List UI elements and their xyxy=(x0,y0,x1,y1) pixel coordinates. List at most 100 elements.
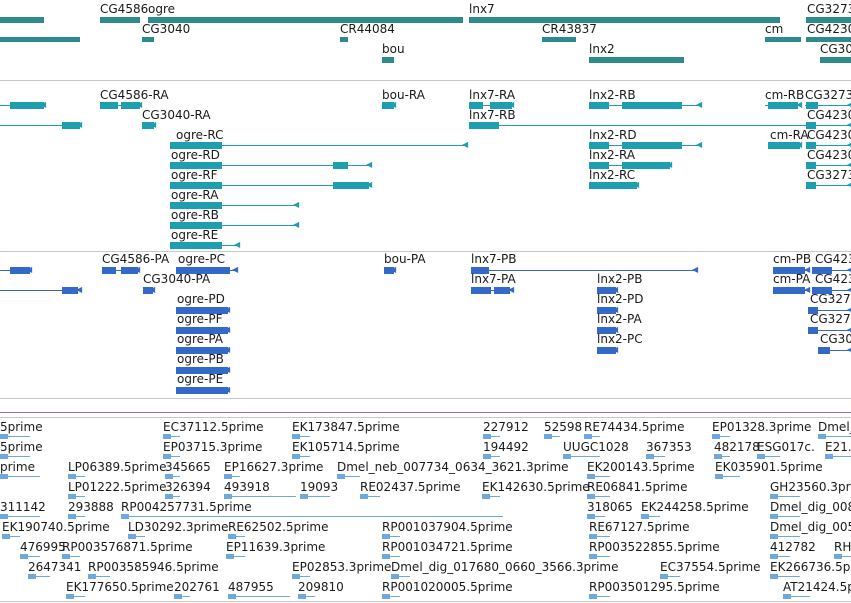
est-end[interactable] xyxy=(715,474,723,479)
protein-arrow[interactable]: ◀ xyxy=(149,285,156,294)
gene-feature[interactable] xyxy=(382,57,394,63)
protein-exon[interactable] xyxy=(62,287,78,294)
gene-label[interactable]: cm xyxy=(765,22,784,36)
est-end[interactable] xyxy=(825,454,833,459)
est-feature[interactable] xyxy=(589,536,610,537)
est-feature[interactable] xyxy=(825,456,851,457)
protein-label[interactable]: lnx2-PD xyxy=(597,292,644,306)
transcript-exon[interactable] xyxy=(622,102,682,109)
est-end[interactable] xyxy=(770,574,778,579)
est-feature[interactable] xyxy=(163,456,180,457)
est-end[interactable] xyxy=(584,434,592,439)
protein-exon[interactable] xyxy=(773,287,805,294)
est-feature[interactable] xyxy=(770,496,800,497)
transcript-label[interactable]: ogre-RF xyxy=(171,168,218,182)
est-label[interactable]: 476995 xyxy=(20,540,66,554)
est-end[interactable] xyxy=(770,514,778,519)
est-label[interactable]: EC37554.5prime xyxy=(660,560,761,574)
transcript-exon[interactable] xyxy=(622,142,682,149)
transcript-intron[interactable] xyxy=(170,205,297,206)
transcript-label[interactable]: lnx2-RB xyxy=(589,88,636,102)
transcript-arrow[interactable]: ◀ xyxy=(796,140,803,149)
est-label[interactable]: RE62502.5prime xyxy=(228,520,329,534)
transcript-intron[interactable] xyxy=(806,185,851,186)
protein-exon[interactable] xyxy=(384,267,394,274)
transcript-intron[interactable] xyxy=(100,105,140,106)
est-end[interactable] xyxy=(228,594,236,599)
transcript-exon[interactable] xyxy=(333,162,348,169)
est-feature[interactable] xyxy=(68,496,85,497)
protein-exon[interactable] xyxy=(597,307,616,314)
est-feature[interactable] xyxy=(226,556,245,557)
est-feature[interactable] xyxy=(292,436,310,437)
est-end[interactable] xyxy=(68,494,76,499)
protein-exon[interactable] xyxy=(812,267,832,274)
est-feature[interactable] xyxy=(0,476,40,477)
transcript-exon[interactable] xyxy=(170,142,222,149)
protein-label[interactable]: lnx2-PB xyxy=(597,272,643,286)
gene-label[interactable]: CG30 xyxy=(820,42,851,56)
est-end[interactable] xyxy=(224,494,232,499)
est-label[interactable]: EP02853.3prime xyxy=(292,560,392,574)
est-end[interactable] xyxy=(646,454,654,459)
est-feature[interactable] xyxy=(482,496,500,497)
est-end[interactable] xyxy=(818,434,826,439)
transcript-exon[interactable] xyxy=(806,142,816,149)
gene-label[interactable]: CR43837 xyxy=(542,22,597,36)
protein-exon[interactable] xyxy=(808,307,818,314)
est-label[interactable]: GH23560.3prime xyxy=(770,480,851,494)
est-feature[interactable] xyxy=(2,536,20,537)
est-label[interactable]: EK266736.5prime xyxy=(770,560,851,574)
est-end[interactable] xyxy=(66,594,74,599)
protein-label[interactable]: ogre-PF xyxy=(177,312,223,326)
est-label[interactable]: EK177650.5prime xyxy=(66,580,174,594)
transcript-label[interactable]: lnx2-RD xyxy=(589,128,637,142)
est-label[interactable]: prime xyxy=(0,460,35,474)
est-label[interactable]: E21. xyxy=(825,440,851,454)
est-end[interactable] xyxy=(337,474,345,479)
est-label[interactable]: EK200143.5prime xyxy=(587,460,695,474)
transcript-intron[interactable] xyxy=(806,145,851,146)
protein-arrow[interactable]: ◀ xyxy=(232,265,239,274)
est-end[interactable] xyxy=(28,574,36,579)
transcript-arrow[interactable]: ◀ xyxy=(696,100,703,109)
est-end[interactable] xyxy=(382,594,390,599)
transcript-exon[interactable] xyxy=(100,102,118,109)
est-feature[interactable] xyxy=(589,596,610,597)
protein-label[interactable]: cm-PB xyxy=(773,252,812,266)
est-label[interactable]: EK035901.5prime xyxy=(715,460,823,474)
est-feature[interactable] xyxy=(391,576,410,577)
protein-exon[interactable] xyxy=(471,267,489,274)
gene-feature[interactable] xyxy=(765,37,801,42)
transcript-label[interactable]: CG3273 xyxy=(805,88,851,102)
est-end[interactable] xyxy=(770,554,778,559)
est-end[interactable] xyxy=(68,514,76,519)
protein-label[interactable]: ogre-PE xyxy=(177,372,224,386)
gene-feature[interactable] xyxy=(806,17,851,23)
gene-feature[interactable] xyxy=(100,17,140,23)
protein-label[interactable]: lnx7-PB xyxy=(471,252,517,266)
transcript-arrow[interactable]: ◀ xyxy=(136,100,143,109)
transcript-arrow[interactable]: ◀ xyxy=(796,100,803,109)
est-label[interactable]: 19093 xyxy=(300,480,339,494)
est-label[interactable]: 194492 xyxy=(483,440,529,454)
protein-arrow[interactable]: ◀ xyxy=(224,365,231,374)
est-end[interactable] xyxy=(128,534,136,539)
est-label[interactable]: EP11639.3prime xyxy=(226,540,326,554)
transcript-exon[interactable] xyxy=(382,102,394,109)
protein-label[interactable]: ogre-PC xyxy=(178,252,225,266)
est-end[interactable] xyxy=(563,454,571,459)
gene-feature[interactable] xyxy=(142,37,154,42)
est-label[interactable]: 318065 xyxy=(587,500,633,514)
est-label[interactable]: RP003501295.5prime xyxy=(589,580,720,594)
transcript-exon[interactable] xyxy=(806,182,816,189)
protein-intron[interactable] xyxy=(471,290,512,291)
est-end[interactable] xyxy=(770,534,778,539)
est-feature[interactable] xyxy=(28,576,50,577)
est-feature[interactable] xyxy=(544,436,560,437)
protein-arrow[interactable]: ◀ xyxy=(847,285,851,294)
protein-intron[interactable] xyxy=(102,270,138,271)
est-feature[interactable] xyxy=(483,456,500,457)
est-end[interactable] xyxy=(174,594,182,599)
transcript-exon[interactable] xyxy=(768,102,798,109)
